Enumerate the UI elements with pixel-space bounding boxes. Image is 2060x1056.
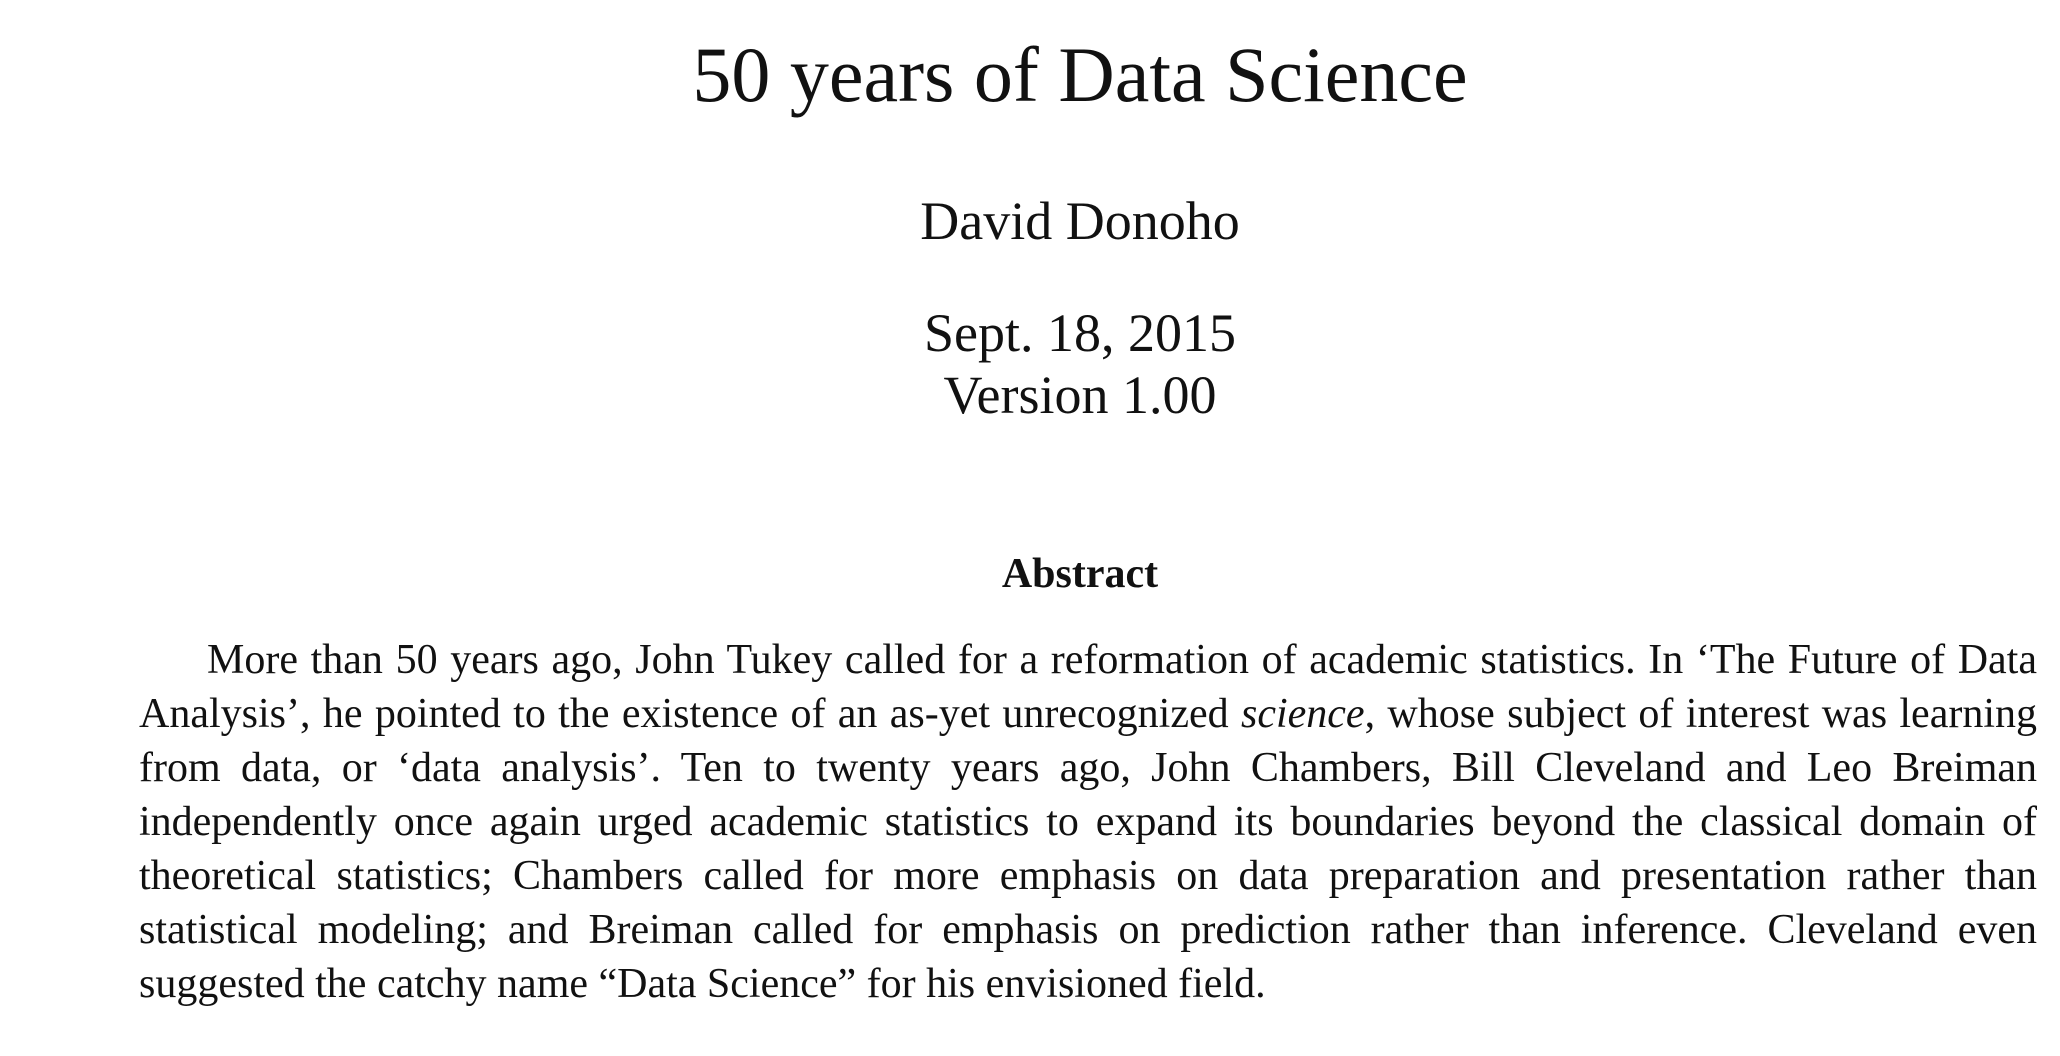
paper-date: Sept. 18, 2015 [923, 303, 1236, 363]
abstract-italic-word: science [1240, 691, 1365, 737]
abstract-body: More than 50 years ago, John Tukey calle… [139, 633, 2037, 1011]
abstract-text-part-1: More than 50 years ago, John Tukey calle… [139, 637, 2037, 737]
paper-title: 50 years of Data Science [692, 31, 1468, 118]
paper-author: David Donoho [920, 191, 1240, 251]
abstract-heading: Abstract [1001, 551, 1159, 597]
abstract-text-part-2: , whose subject of interest was learning… [139, 691, 2037, 1007]
paper-version: Version 1.00 [943, 365, 1217, 425]
